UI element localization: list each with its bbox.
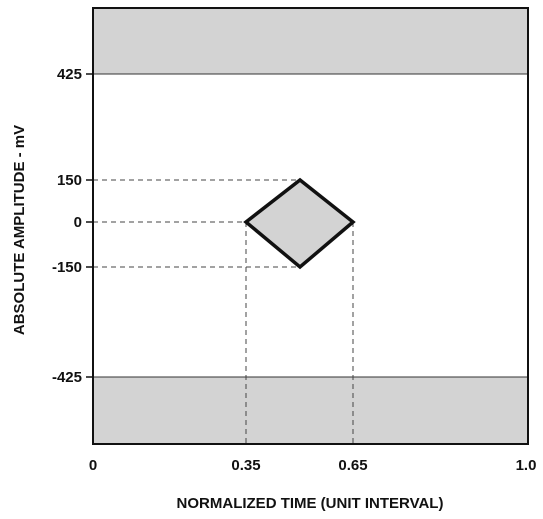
x-tick-label-035: 0.35 [231,457,260,474]
y-axis-title: ABSOLUTE AMPLITUDE - mV [11,125,28,335]
upper-exclusion-zone [92,7,529,75]
y-tick-label-150: 150 [57,172,82,189]
y-tick-label-neg425: -425 [52,369,82,386]
plot-frame [92,7,529,445]
x-tick-label-10: 1.0 [516,457,537,474]
y-tick-label-neg150: -150 [52,259,82,276]
lower-exclusion-zone [92,376,529,445]
y-tick-marks [86,73,93,378]
y-tick-label-425: 425 [57,66,82,83]
x-axis-title: NORMALIZED TIME (UNIT INTERVAL) [177,495,444,512]
x-tick-label-065: 0.65 [338,457,367,474]
guide-lines [93,179,354,444]
eye-mask-diamond [243,177,356,270]
y-tick-label-0: 0 [74,214,82,231]
x-tick-label-0: 0 [89,457,97,474]
